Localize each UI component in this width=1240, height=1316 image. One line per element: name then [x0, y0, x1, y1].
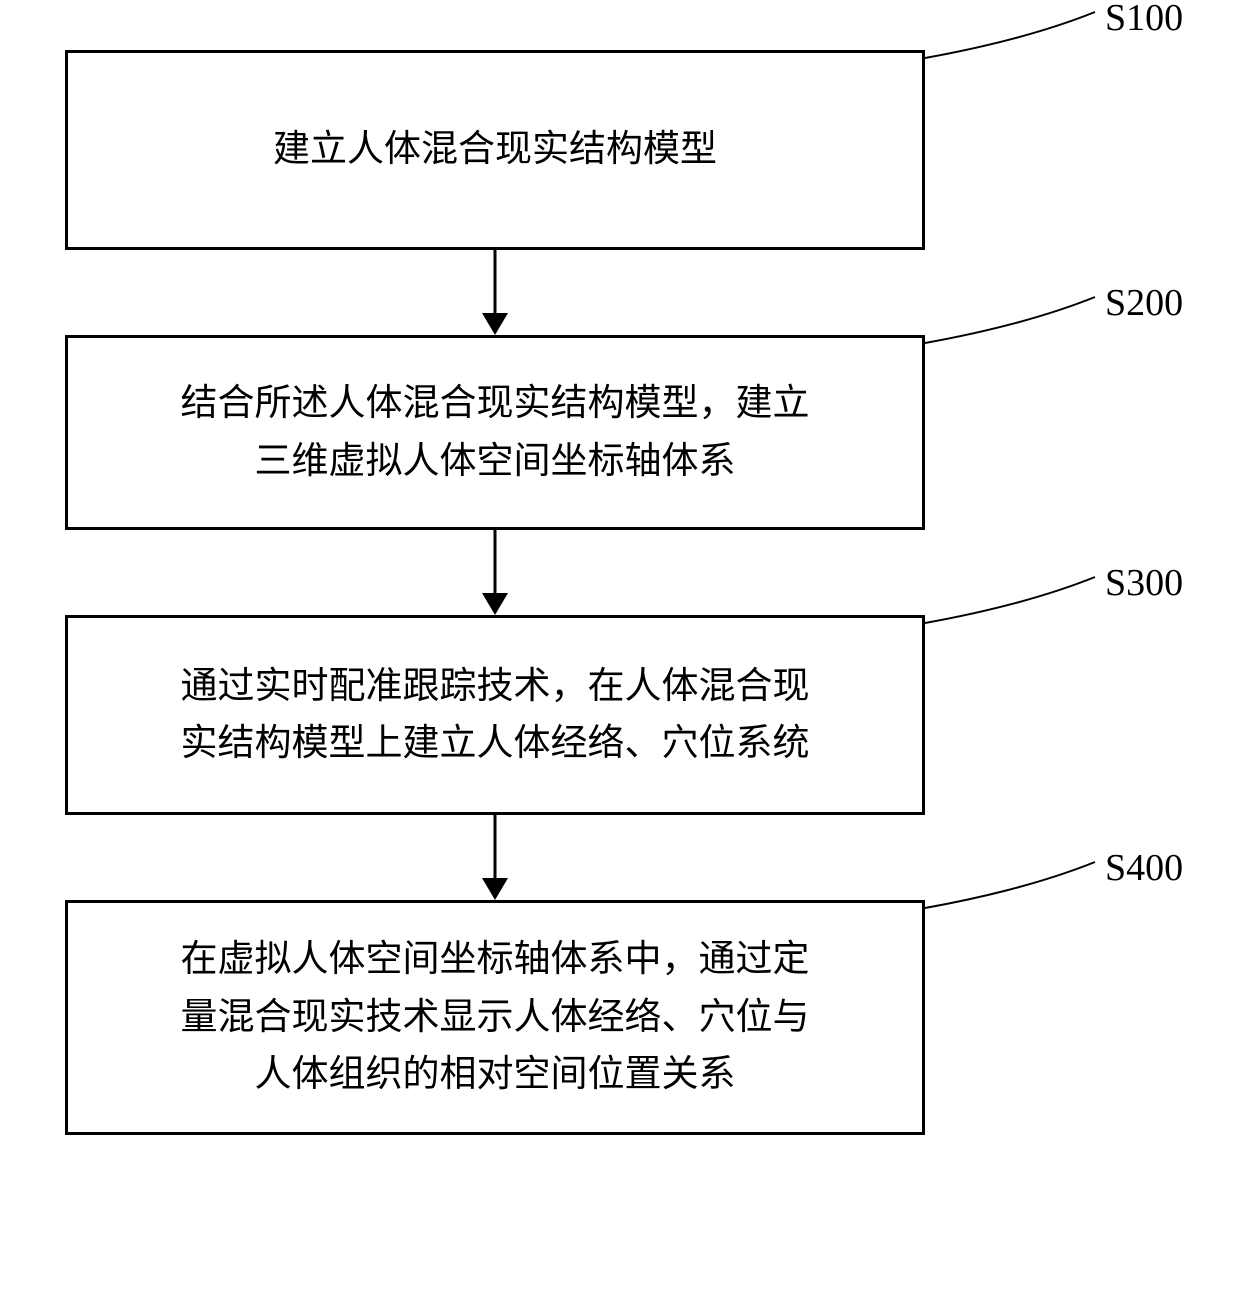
flow-node-text: 在虚拟人体空间坐标轴体系中，通过定量混合现实技术显示人体经络、穴位与人体组织的相…	[181, 931, 810, 1103]
arrow-down-icon	[475, 530, 515, 615]
flow-step-s100: 建立人体混合现实结构模型 S100	[65, 50, 1175, 250]
flow-node: 结合所述人体混合现实结构模型，建立三维虚拟人体空间坐标轴体系	[65, 335, 925, 530]
callout-line	[915, 287, 1105, 353]
flow-node: 建立人体混合现实结构模型	[65, 50, 925, 250]
arrow-down-icon	[475, 250, 515, 335]
step-label: S300	[1105, 561, 1183, 605]
flow-node: 通过实时配准跟踪技术，在人体混合现实结构模型上建立人体经络、穴位系统	[65, 615, 925, 815]
flow-arrow	[65, 530, 925, 615]
flow-arrow	[65, 250, 925, 335]
flow-node-text: 结合所述人体混合现实结构模型，建立三维虚拟人体空间坐标轴体系	[181, 375, 810, 490]
flow-step-s400: 在虚拟人体空间坐标轴体系中，通过定量混合现实技术显示人体经络、穴位与人体组织的相…	[65, 900, 1175, 1135]
flow-step-s300: 通过实时配准跟踪技术，在人体混合现实结构模型上建立人体经络、穴位系统 S300	[65, 615, 1175, 815]
flowchart-container: 建立人体混合现实结构模型 S100 结合所述人体混合现实结构模型，建立三维虚拟人…	[65, 50, 1175, 1135]
step-label: S400	[1105, 846, 1183, 890]
arrow-down-icon	[475, 815, 515, 900]
flow-node-text: 建立人体混合现实结构模型	[273, 121, 717, 178]
callout-line	[915, 2, 1105, 68]
flow-step-s200: 结合所述人体混合现实结构模型，建立三维虚拟人体空间坐标轴体系 S200	[65, 335, 1175, 530]
step-label: S200	[1105, 281, 1183, 325]
flow-arrow	[65, 815, 925, 900]
callout-line	[915, 852, 1105, 918]
callout-line	[915, 567, 1105, 633]
step-label: S100	[1105, 0, 1183, 40]
flow-node-text: 通过实时配准跟踪技术，在人体混合现实结构模型上建立人体经络、穴位系统	[181, 658, 810, 773]
flow-node: 在虚拟人体空间坐标轴体系中，通过定量混合现实技术显示人体经络、穴位与人体组织的相…	[65, 900, 925, 1135]
